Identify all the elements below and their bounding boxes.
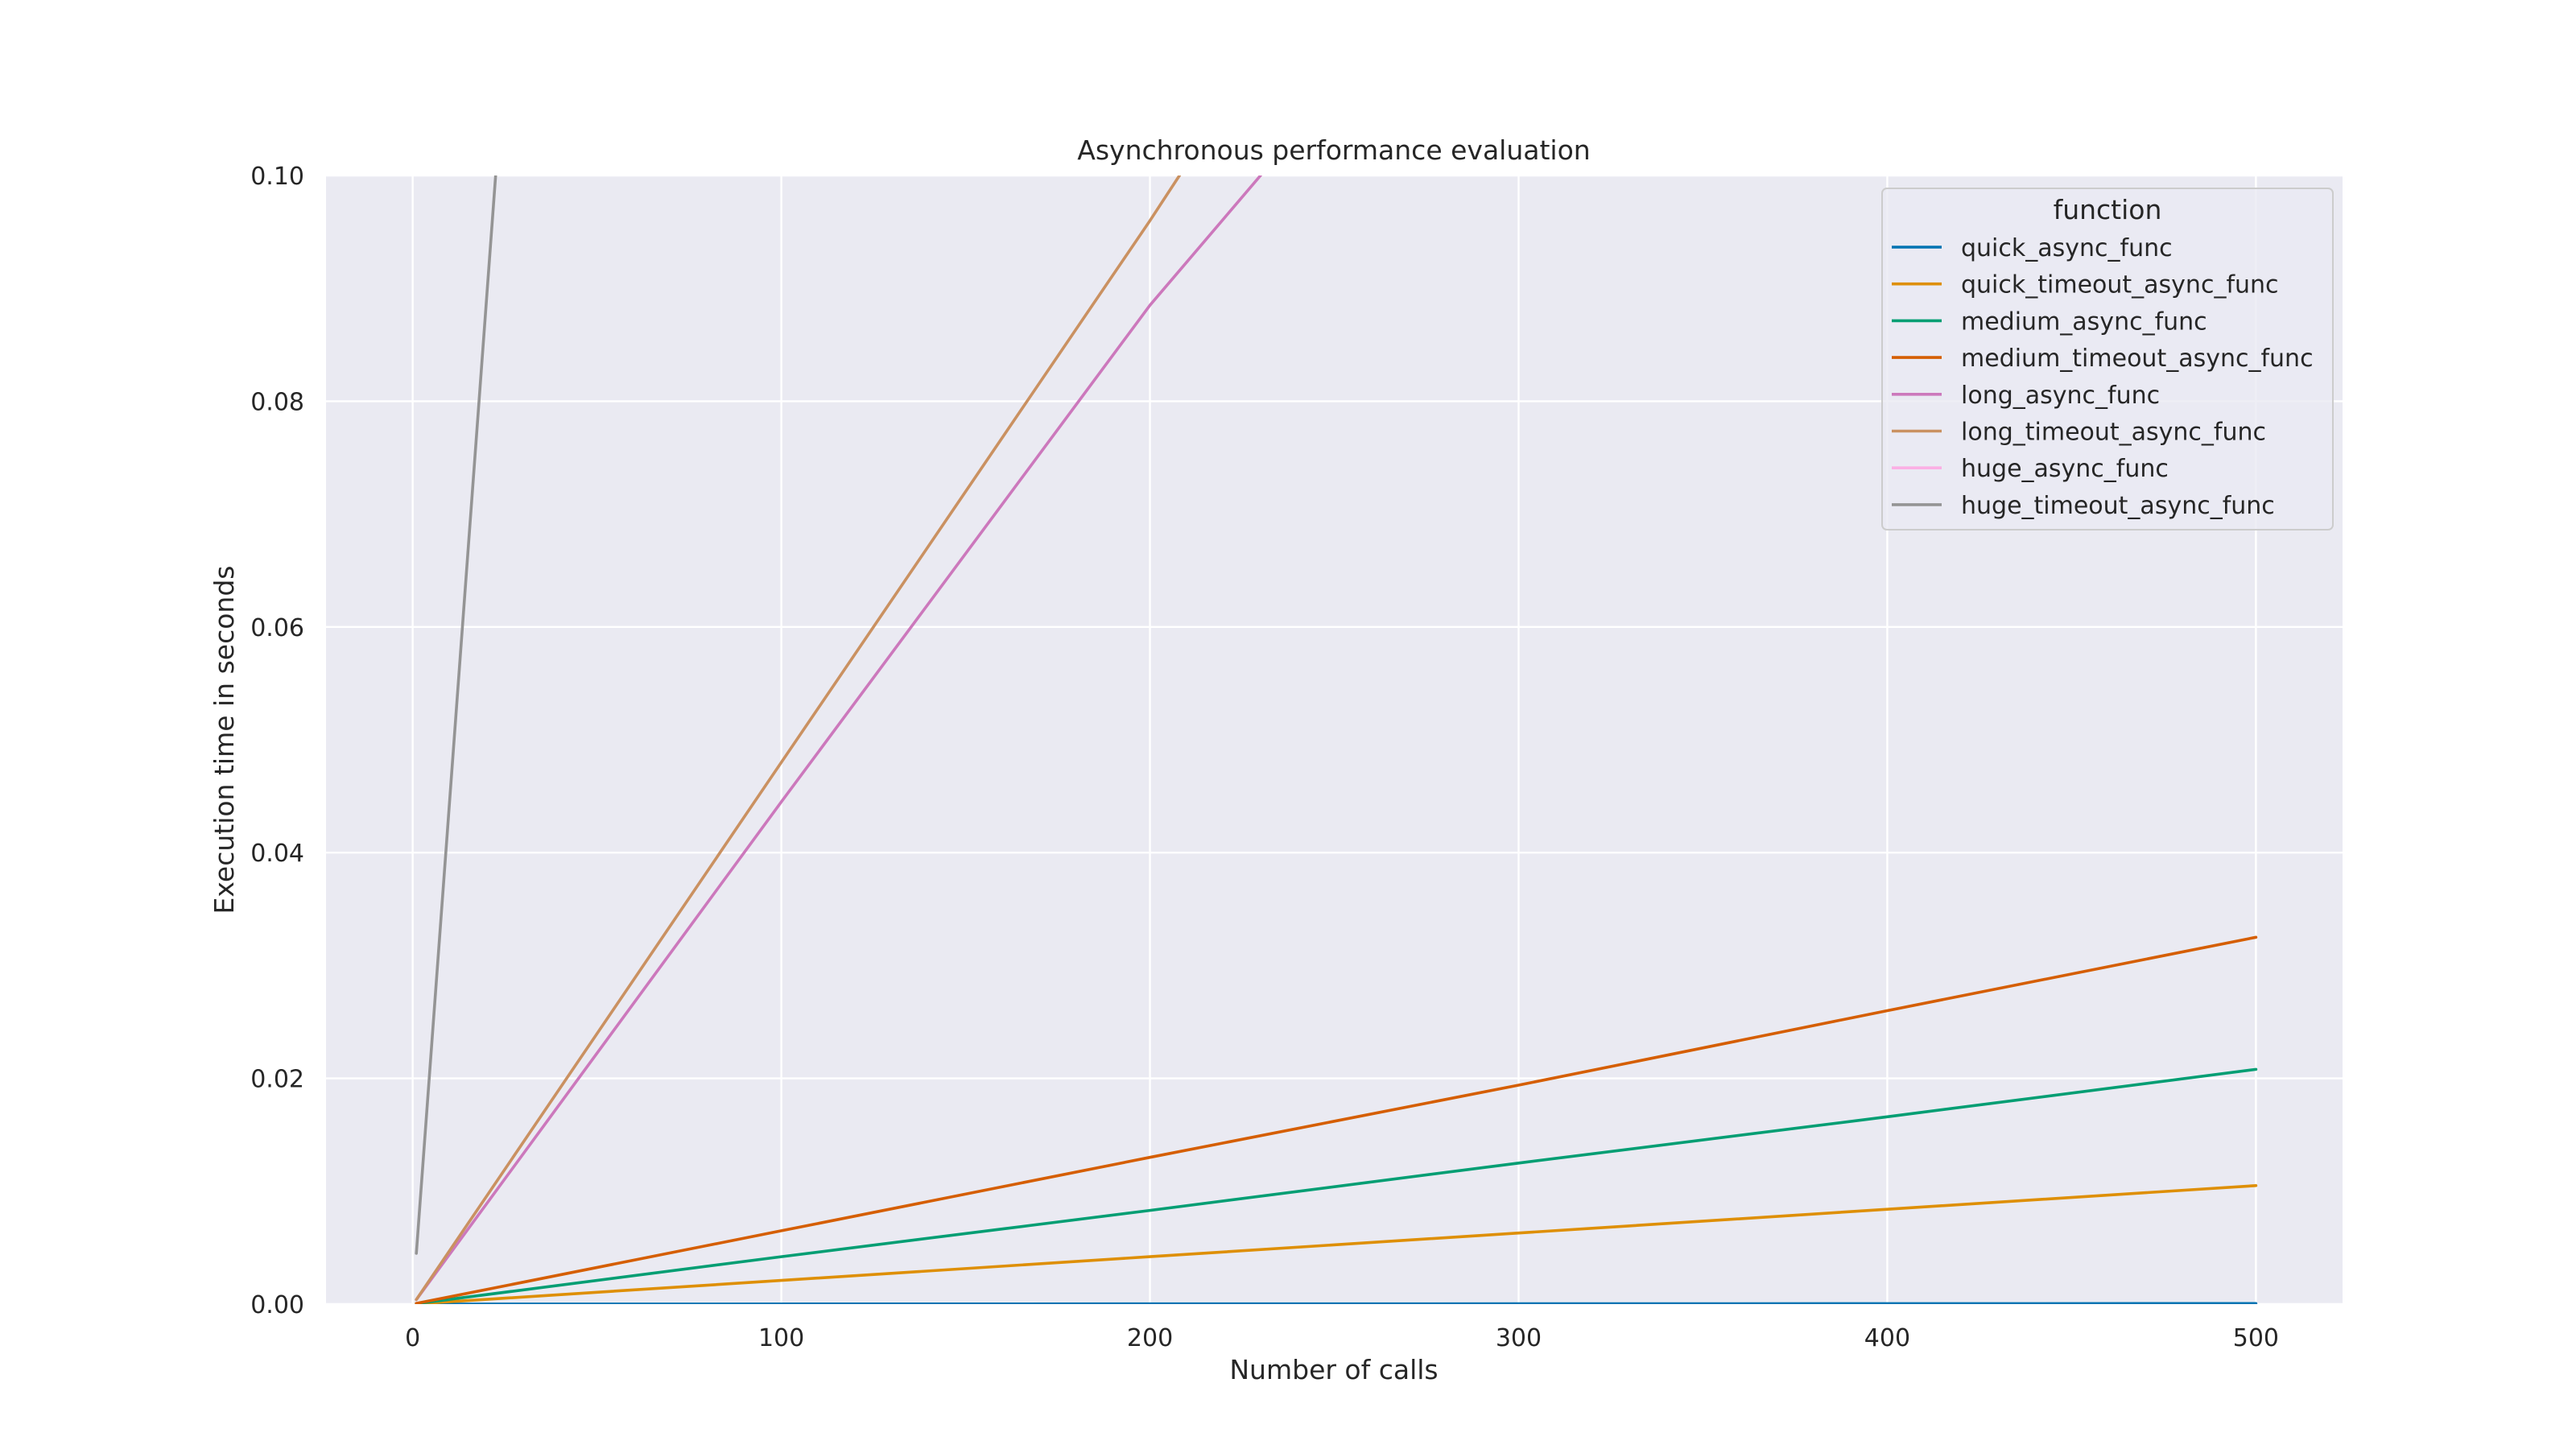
legend: function quick_async_func quick_timeout_a… [1881, 188, 2334, 530]
series-line-medium_async_func [415, 1067, 2258, 1304]
x-tick-label-100: 100 [758, 1324, 804, 1352]
y-axis-label: Execution time in seconds [208, 566, 240, 914]
legend-label-long_timeout_async_func: long_timeout_async_func [1961, 419, 2266, 447]
legend-item-long_timeout_async_func: long_timeout_async_func [1892, 419, 2266, 447]
legend-item-medium_timeout_async_func: medium_timeout_async_func [1892, 345, 2314, 373]
x-tick-label-400: 400 [1864, 1324, 1910, 1352]
y-tick-label-0.06: 0.06 [250, 614, 304, 642]
legend-box [1881, 188, 2334, 530]
chart-title: Asynchronous performance evaluation [1077, 134, 1590, 166]
x-axis-ticks: 0 100 200 300 400 500 [405, 1324, 2279, 1352]
legend-item-huge_async_func: huge_async_func [1892, 455, 2169, 483]
legend-label-quick_async_func: quick_async_func [1961, 234, 2173, 262]
legend-item-quick_timeout_async_func: quick_timeout_async_func [1892, 271, 2279, 299]
legend-entries: quick_async_func quick_timeout_async_func… [1892, 234, 2314, 520]
y-tick-label-0.00: 0.00 [250, 1291, 304, 1319]
series-line-long_timeout_async_func [415, 175, 1181, 1302]
y-tick-label-0.08: 0.08 [250, 388, 304, 416]
legend-label-huge_timeout_async_func: huge_timeout_async_func [1961, 492, 2275, 520]
y-tick-label-0.04: 0.04 [250, 840, 304, 868]
series-line-medium_timeout_async_func [415, 935, 2258, 1304]
legend-label-medium_timeout_async_func: medium_timeout_async_func [1961, 345, 2314, 373]
series-line-quick_timeout_async_func [415, 1184, 2258, 1304]
legend-item-quick_async_func: quick_async_func [1892, 234, 2173, 262]
series-line-long_async_func [415, 175, 1262, 1302]
x-tick-label-0: 0 [405, 1324, 420, 1352]
series-line-huge_timeout_async_func [415, 175, 497, 1255]
legend-label-medium_async_func: medium_async_func [1961, 308, 2207, 336]
legend-label-huge_async_func: huge_async_func [1961, 455, 2169, 483]
legend-item-long_async_func: long_async_func [1892, 382, 2160, 410]
legend-item-huge_timeout_async_func: huge_timeout_async_func [1892, 492, 2275, 520]
x-tick-label-200: 200 [1127, 1324, 1173, 1352]
series-lines [415, 175, 2258, 1304]
y-tick-label-0.02: 0.02 [250, 1066, 304, 1094]
legend-item-medium_async_func: medium_async_func [1892, 308, 2207, 336]
legend-title: function [2054, 194, 2162, 225]
x-axis-label: Number of calls [1229, 1354, 1438, 1385]
series-line-quick_async_func [415, 1302, 2258, 1304]
y-tick-label-0.10: 0.10 [250, 163, 304, 191]
legend-label-long_async_func: long_async_func [1961, 382, 2160, 410]
y-axis-ticks: 0.00 0.02 0.04 0.06 0.08 0.10 [250, 163, 304, 1319]
x-tick-label-300: 300 [1496, 1324, 1542, 1352]
x-tick-label-500: 500 [2233, 1324, 2279, 1352]
legend-label-quick_timeout_async_func: quick_timeout_async_func [1961, 271, 2279, 299]
